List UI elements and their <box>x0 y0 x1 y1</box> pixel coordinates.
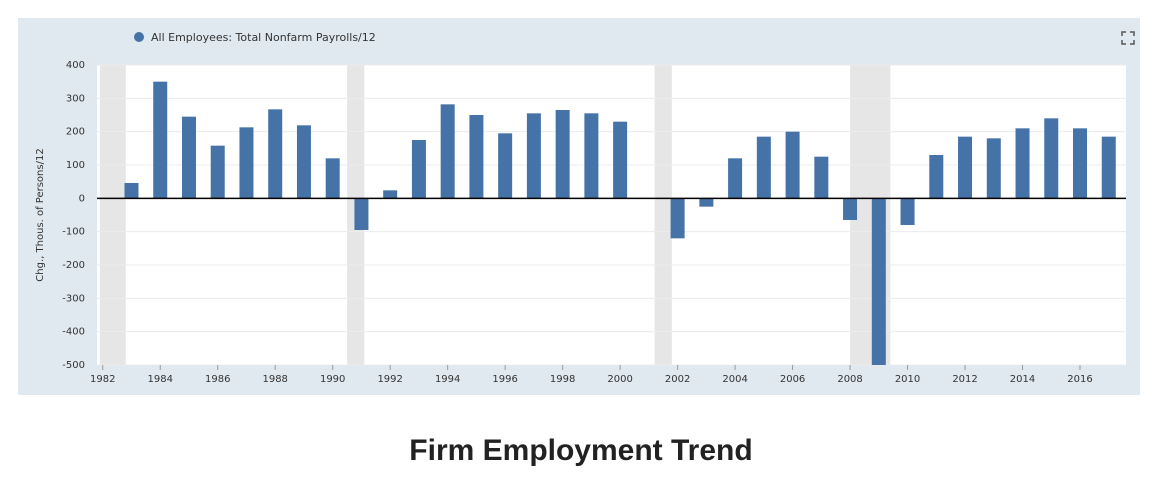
y-tick-label: -100 <box>62 227 85 238</box>
bar <box>900 198 915 225</box>
x-tick-label: 2012 <box>952 374 977 385</box>
x-tick-label: 2002 <box>665 374 690 385</box>
bar <box>929 155 944 199</box>
bar <box>354 198 369 230</box>
bar <box>728 158 743 199</box>
bar <box>986 138 1001 199</box>
x-tick-label: 1986 <box>205 374 230 385</box>
y-tick-label: 400 <box>66 60 85 71</box>
plot-layer: -500 -400 -300 -200 -100 0 100 200 300 400 1982 198… <box>62 60 1126 385</box>
fullscreen-icon[interactable] <box>1121 31 1135 45</box>
x-tick-label: 1984 <box>148 374 173 385</box>
x-tick-label: 2004 <box>722 374 747 385</box>
y-tick-label: -400 <box>62 327 85 338</box>
bar <box>670 198 685 239</box>
bar <box>1101 136 1116 199</box>
y-tick-label: -500 <box>62 360 85 371</box>
x-tick-label: 2000 <box>607 374 632 385</box>
bar <box>411 140 426 199</box>
bar <box>268 109 283 199</box>
bar <box>153 81 168 199</box>
x-tick-label: 1992 <box>377 374 402 385</box>
x-tick-label: 1988 <box>262 374 287 385</box>
bar <box>613 121 628 199</box>
bar <box>498 133 513 199</box>
recession-shade <box>654 65 672 365</box>
bar <box>181 116 196 199</box>
x-tick-label: 2008 <box>837 374 862 385</box>
bar <box>469 115 484 199</box>
bar <box>239 127 254 199</box>
legend-label: All Employees: Total Nonfarm Payrolls/12 <box>151 31 376 44</box>
y-tick-label: -300 <box>62 293 85 304</box>
plot-area <box>97 65 1126 365</box>
x-tick-label: 2014 <box>1010 374 1035 385</box>
y-tick-label: 100 <box>66 160 85 171</box>
bar <box>958 136 973 199</box>
recession-shade <box>99 65 126 365</box>
bar <box>555 110 570 199</box>
bar <box>526 113 541 199</box>
x-tick-label: 1996 <box>492 374 517 385</box>
bar <box>756 136 771 199</box>
x-tick-label: 1994 <box>435 374 460 385</box>
x-tick-label: 1982 <box>90 374 115 385</box>
bar <box>210 145 225 199</box>
chart-title: Firm Employment Trend <box>409 434 752 467</box>
bar <box>584 113 599 199</box>
y-axis-label: Chg., Thous. of Persons/12 <box>35 148 46 281</box>
bar <box>440 104 455 199</box>
bar <box>1044 118 1059 199</box>
y-tick-label: -200 <box>62 260 85 271</box>
bar <box>124 183 139 199</box>
bar <box>814 156 829 199</box>
bar <box>1015 128 1030 199</box>
bar <box>383 190 398 199</box>
y-tick-label: 200 <box>66 127 85 138</box>
x-tick-label: 2010 <box>895 374 920 385</box>
bar <box>296 125 311 199</box>
x-tick-label: 1990 <box>320 374 345 385</box>
y-tick-label: 0 <box>79 193 85 204</box>
bar <box>325 158 340 199</box>
bar <box>785 131 800 199</box>
bar <box>1073 128 1088 199</box>
x-tick-label: 2006 <box>780 374 805 385</box>
legend-swatch <box>134 32 144 42</box>
bar <box>871 198 886 365</box>
y-tick-label: 300 <box>66 93 85 104</box>
bar <box>843 198 858 220</box>
x-tick-label: 1998 <box>550 374 575 385</box>
x-tick-label: 2016 <box>1067 374 1092 385</box>
bar <box>699 198 714 207</box>
